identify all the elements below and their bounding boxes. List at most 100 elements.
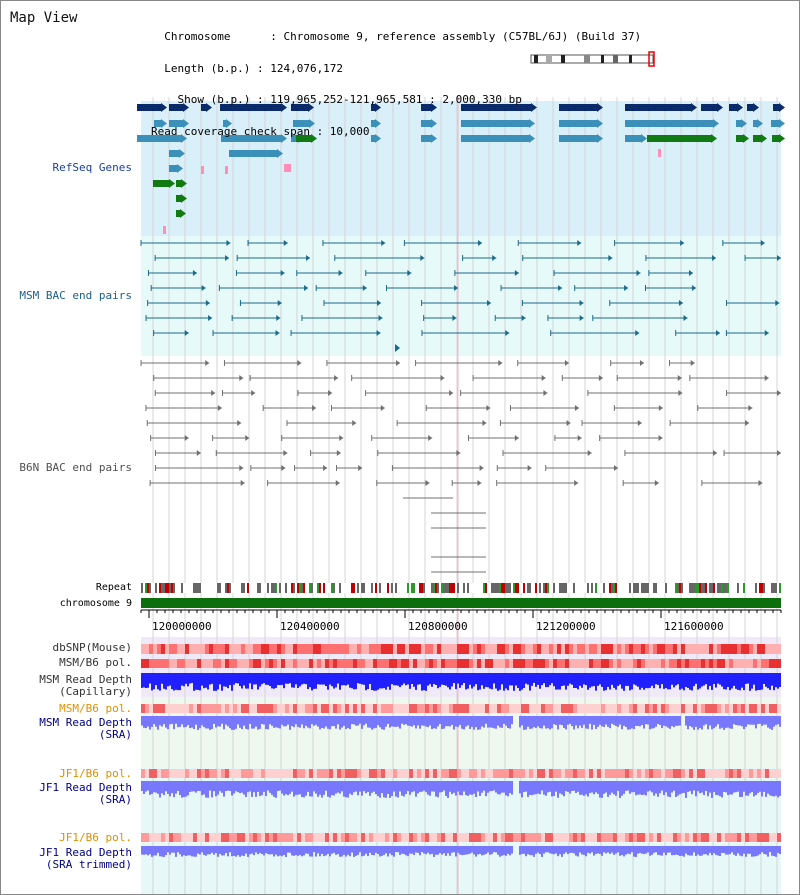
read-depth-bin (447, 781, 449, 798)
polymorphism-bin (417, 704, 421, 713)
gene-feature (293, 120, 309, 127)
polymorphism-bin (717, 769, 721, 778)
track-label-msm-depth-sra[interactable]: MSM Read Depth (SRA) (39, 716, 132, 741)
polymorphism-bin (373, 659, 377, 668)
track-label-msm-depth-capillary[interactable]: MSM Read Depth (Capillary) (39, 673, 132, 698)
repeat-bin (599, 583, 601, 593)
repeat-bin (779, 583, 781, 593)
track-label-jf1-b6-pol-2[interactable]: JF1/B6 pol. (59, 831, 132, 844)
read-depth-bin (697, 673, 699, 690)
read-depth-bin (705, 673, 707, 685)
read-depth-bin (729, 846, 731, 855)
read-depth-bin (233, 846, 235, 856)
polymorphism-bin (225, 833, 229, 842)
read-depth-bin (235, 781, 237, 792)
polymorphism-bin (677, 704, 681, 713)
track-label-dbsnp[interactable]: dbSNP(Mouse) (52, 641, 132, 654)
read-depth-bin (357, 716, 359, 726)
read-depth-bin (453, 846, 455, 853)
track-label-b6n-bac[interactable]: B6N BAC end pairs (19, 461, 132, 474)
read-depth-bin (203, 716, 205, 728)
polymorphism-bin (777, 833, 781, 842)
repeat-bin (315, 583, 317, 593)
polymorphism-bin (289, 644, 293, 654)
repeat-bin (259, 583, 261, 593)
polymorphism-bin (725, 833, 729, 842)
read-depth-bin (667, 716, 669, 728)
read-depth-bin (601, 846, 603, 856)
read-depth-bin (725, 781, 727, 793)
repeat-bin (749, 583, 751, 593)
polymorphism-bin (293, 704, 297, 713)
ideogram-band (584, 55, 590, 63)
track-label-msm-b6-pol[interactable]: MSM/B6 pol. (59, 656, 132, 669)
polymorphism-bin (333, 833, 337, 842)
polymorphism-bin (449, 833, 453, 842)
repeat-bin (747, 583, 749, 593)
bac-end-marker (226, 240, 231, 246)
read-depth-bin (355, 673, 357, 690)
read-depth-bin (257, 781, 259, 792)
read-depth-bin (493, 846, 495, 853)
read-depth-bin (669, 673, 671, 690)
polymorphism-bin (357, 659, 361, 668)
read-depth-bin (501, 846, 503, 856)
read-depth-bin (531, 781, 533, 796)
read-depth-bin (301, 673, 303, 685)
read-depth-bin (185, 781, 187, 797)
polymorphism-bin (257, 644, 261, 654)
read-depth-bin (411, 781, 413, 793)
polymorphism-bin (261, 769, 265, 778)
track-label-jf1-depth-trimmed[interactable]: JF1 Read Depth (SRA trimmed) (39, 846, 132, 871)
read-depth-bin (245, 781, 247, 797)
read-depth-bin (749, 673, 751, 691)
read-depth-bin (435, 846, 437, 855)
read-depth-bin (153, 716, 155, 725)
read-depth-bin (509, 846, 511, 856)
read-depth-bin (471, 716, 473, 727)
read-depth-bin (773, 846, 775, 857)
repeat-bin (729, 583, 731, 593)
polymorphism-bin (341, 659, 345, 668)
polymorphism-bin (433, 659, 437, 668)
read-depth-bin (425, 846, 427, 855)
repeat-bin (451, 583, 453, 593)
read-depth-bin (231, 846, 233, 857)
read-depth-bin (299, 846, 301, 856)
gene-arrow (161, 103, 167, 112)
repeat-bin (317, 583, 319, 593)
read-depth-bin (381, 673, 383, 689)
bac-end-marker (420, 255, 425, 261)
read-depth-bin (415, 846, 417, 853)
msm-bac-track-bg (141, 236, 781, 356)
read-depth-bin (679, 716, 681, 726)
track-label-msm-bac[interactable]: MSM BAC end pairs (19, 289, 132, 302)
read-depth-bin (203, 846, 205, 855)
track-label-jf1-depth-sra[interactable]: JF1 Read Depth (SRA) (39, 781, 132, 806)
track-label-refseq[interactable]: RefSeq Genes (52, 161, 132, 174)
read-depth-bin (219, 673, 221, 685)
read-depth-bin (585, 673, 587, 686)
chromosome-bar (141, 598, 781, 608)
polymorphism-bin (229, 704, 233, 713)
polymorphism-bin (433, 644, 437, 654)
polymorphism-bin (641, 704, 645, 713)
read-depth-bin (371, 846, 373, 855)
repeat-bin (511, 583, 513, 593)
polymorphism-bin (329, 704, 333, 713)
repeat-bin (327, 583, 329, 593)
read-depth-bin (683, 781, 685, 793)
read-depth-bin (603, 673, 605, 691)
repeat-bin (155, 583, 157, 593)
polymorphism-bin (721, 659, 725, 668)
track-label-jf1-b6-pol[interactable]: JF1/B6 pol. (59, 767, 132, 780)
polymorphism-bin (753, 833, 757, 842)
polymorphism-bin (565, 704, 569, 713)
polymorphism-bin (517, 704, 521, 713)
read-depth-bin (227, 716, 229, 727)
gene-feature (176, 195, 181, 202)
track-label-msm-b6-pol-2[interactable]: MSM/B6 pol. (59, 702, 132, 715)
polymorphism-bin (561, 644, 565, 654)
repeat-bin (649, 583, 651, 593)
